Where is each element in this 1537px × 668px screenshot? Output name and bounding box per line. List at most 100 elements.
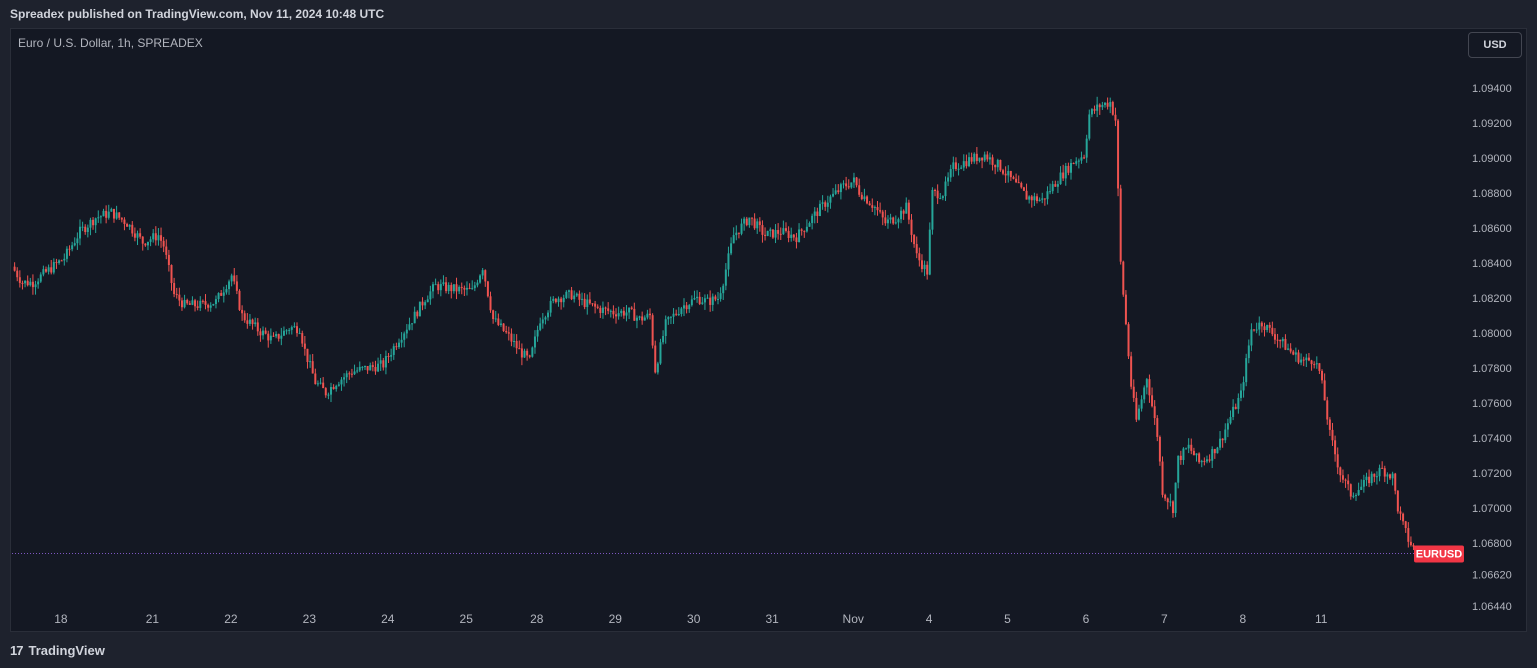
candle-body	[818, 203, 821, 216]
candle-body	[552, 298, 555, 301]
candle-body	[1250, 329, 1253, 346]
candle-body	[596, 306, 599, 308]
candle-body	[366, 365, 369, 371]
candle-body	[913, 234, 916, 245]
footer[interactable]: 17 TradingView	[10, 640, 105, 660]
candle-body	[962, 161, 965, 168]
candle-body	[617, 313, 620, 317]
footer-brand: TradingView	[28, 642, 105, 658]
candle-body	[1245, 358, 1248, 383]
candle-body	[800, 229, 803, 231]
candle-body	[1038, 199, 1041, 202]
y-tick-label: 1.07800	[1472, 363, 1512, 375]
candle-body	[37, 281, 40, 285]
candle-body	[638, 316, 641, 318]
candle-body	[494, 318, 497, 320]
candle-body	[1347, 480, 1350, 485]
candle-body	[18, 277, 21, 283]
candle-body	[165, 246, 168, 255]
candle-body	[706, 297, 709, 299]
candle-body	[554, 298, 557, 303]
candle-body	[970, 157, 973, 162]
candle-body	[1373, 473, 1376, 477]
candle-body	[677, 313, 680, 315]
candle-body	[507, 332, 510, 334]
candle-body	[1009, 171, 1012, 178]
x-tick-label: 22	[224, 612, 238, 626]
candle-body	[557, 298, 560, 303]
candle-body	[813, 211, 816, 216]
candle-body	[659, 342, 662, 364]
candle-body	[609, 310, 612, 312]
candle-body	[387, 355, 390, 357]
candle-body	[562, 297, 565, 303]
candle-body	[622, 310, 625, 316]
candle-body	[753, 218, 756, 229]
candle-body	[1140, 399, 1143, 409]
candle-body	[834, 190, 837, 194]
candle-body	[1224, 429, 1227, 441]
candle-body	[1017, 182, 1020, 184]
candle-body	[1334, 440, 1337, 455]
candle-body	[1216, 447, 1219, 454]
candle-body	[431, 284, 434, 292]
candle-body	[1208, 459, 1211, 461]
candle-body	[429, 291, 432, 300]
x-tick-label: 23	[303, 612, 317, 626]
candle-body	[965, 161, 968, 167]
candle-body	[1043, 198, 1046, 200]
candle-body	[1287, 348, 1290, 350]
candle-body	[688, 305, 691, 310]
candle-body	[468, 287, 471, 289]
symbol-title[interactable]: Euro / U.S. Dollar, 1h, SPREADEX	[18, 36, 203, 50]
candle-body	[50, 267, 53, 273]
candle-body	[879, 210, 882, 212]
candle-body	[332, 387, 335, 390]
candle-body	[126, 224, 129, 227]
candle-body	[1263, 326, 1266, 331]
candle-body	[340, 379, 343, 385]
candle-body	[201, 300, 204, 302]
candle-body	[256, 322, 259, 332]
candle-body	[1179, 455, 1182, 461]
candle-body	[303, 343, 306, 349]
candle-body	[779, 233, 782, 235]
candle-body	[358, 366, 361, 371]
candle-body	[502, 323, 505, 331]
candle-body	[1378, 467, 1381, 477]
candle-body	[1394, 473, 1397, 491]
candle-body	[711, 296, 714, 305]
x-tick-label: 8	[1239, 612, 1246, 626]
currency-button[interactable]: USD	[1468, 32, 1522, 58]
candle-body	[24, 280, 27, 284]
y-tick-label: 1.08600	[1472, 223, 1512, 235]
candle-body	[604, 307, 607, 309]
candle-body	[630, 307, 633, 309]
candle-body	[1412, 545, 1415, 547]
candle-body	[207, 304, 210, 308]
candle-body	[1106, 102, 1109, 107]
candle-body	[426, 299, 429, 303]
candle-body	[1114, 114, 1117, 121]
candle-body	[915, 244, 918, 254]
candle-body	[615, 314, 618, 317]
candle-body	[1056, 184, 1059, 187]
candle-body	[839, 184, 842, 193]
x-tick-label: 30	[687, 612, 701, 626]
candle-body	[89, 219, 92, 228]
candle-body	[1103, 102, 1106, 105]
candle-body	[1213, 449, 1216, 454]
candle-body	[1313, 364, 1316, 366]
candle-body	[1300, 359, 1303, 363]
candle-body	[803, 230, 806, 232]
candle-body	[382, 360, 385, 368]
candle-body	[897, 219, 900, 223]
candle-body	[434, 284, 437, 286]
y-tick-label: 1.09200	[1472, 118, 1512, 130]
candle-body	[646, 313, 649, 318]
candle-body	[330, 387, 333, 395]
candle-body	[442, 282, 445, 285]
candle-body	[1077, 160, 1080, 162]
candle-body	[397, 342, 400, 348]
